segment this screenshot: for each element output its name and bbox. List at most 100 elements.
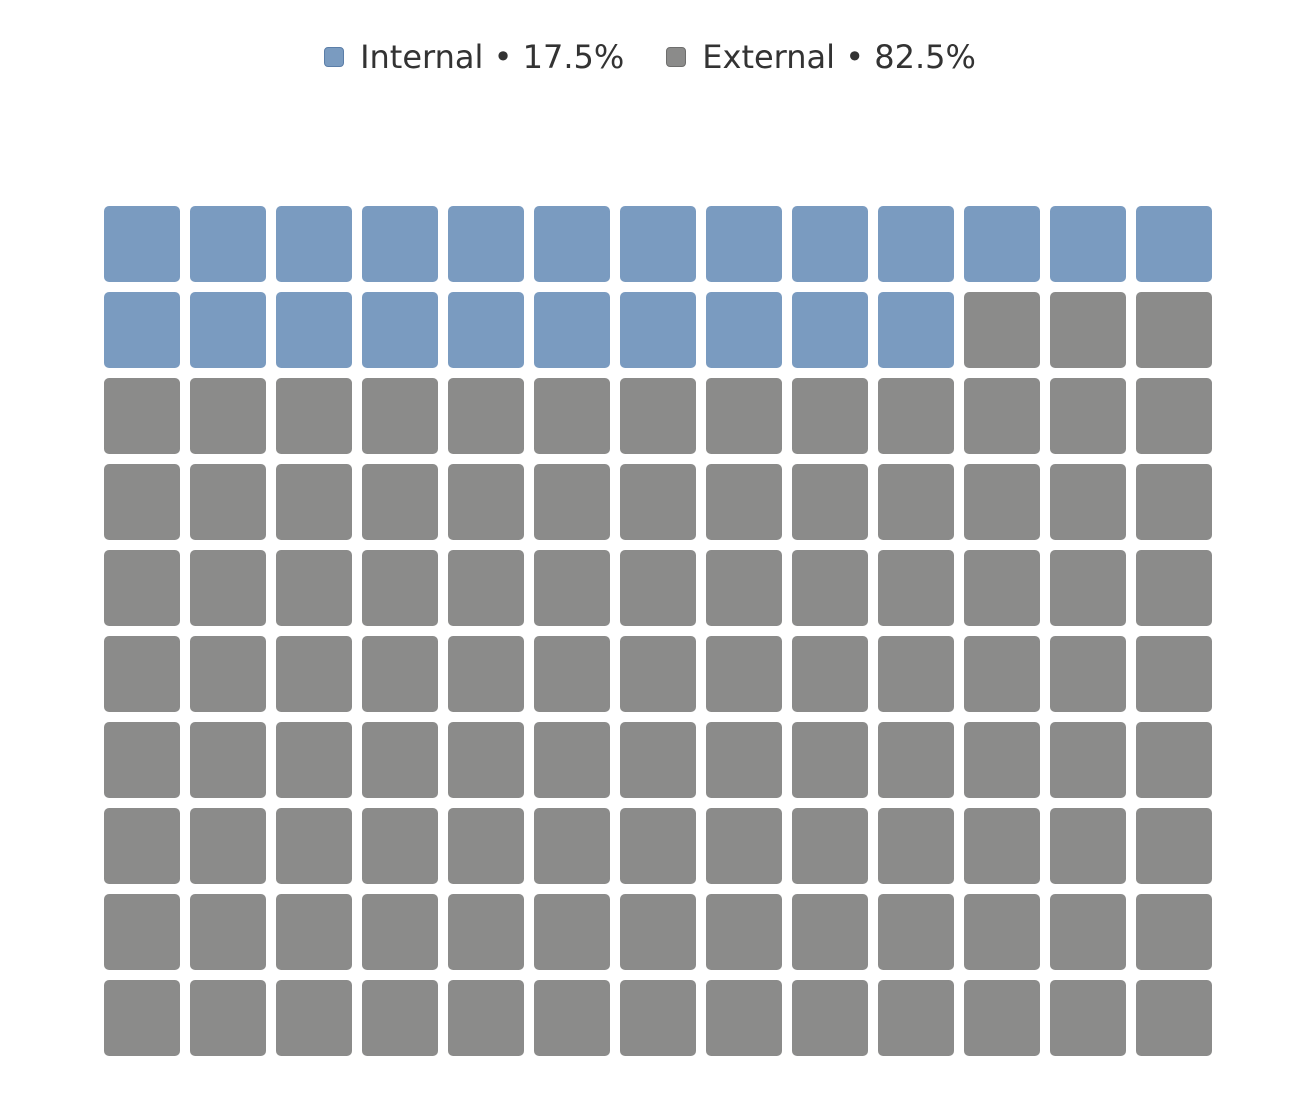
waffle-cell-external [620,722,696,798]
waffle-cell-external [620,808,696,884]
waffle-cell-internal [104,292,180,368]
waffle-cell-internal [534,206,610,282]
waffle-cell-external [362,894,438,970]
waffle-cell-external [620,464,696,540]
waffle-cell-internal [620,292,696,368]
waffle-cell-external [448,378,524,454]
waffle-cell-internal [1136,206,1212,282]
waffle-cell-internal [792,292,868,368]
waffle-cell-external [878,636,954,712]
waffle-cell-external [1050,894,1126,970]
waffle-cell-external [104,980,180,1056]
waffle-cell-external [792,894,868,970]
waffle-cell-external [276,980,352,1056]
waffle-cell-external [190,550,266,626]
waffle-cell-external [964,550,1040,626]
waffle-cell-external [1136,894,1212,970]
waffle-cell-external [362,464,438,540]
waffle-cell-external [104,808,180,884]
waffle-cell-internal [534,292,610,368]
waffle-cell-external [362,722,438,798]
waffle-cell-external [964,464,1040,540]
waffle-cell-internal [276,292,352,368]
waffle-cell-external [448,808,524,884]
waffle-cell-external [104,636,180,712]
waffle-cell-external [964,722,1040,798]
waffle-cell-external [1136,980,1212,1056]
waffle-cell-external [534,894,610,970]
waffle-cell-external [792,378,868,454]
waffle-cell-external [1050,980,1126,1056]
legend-swatch-external [666,47,687,67]
waffle-cell-external [448,980,524,1056]
waffle-cell-external [792,808,868,884]
waffle-cell-external [534,980,610,1056]
waffle-cell-external [276,464,352,540]
waffle-cell-external [706,464,782,540]
waffle-cell-external [104,722,180,798]
legend-item-internal[interactable]: Internal • 17.5% [324,41,624,73]
waffle-cell-external [448,894,524,970]
waffle-cell-external [964,636,1040,712]
waffle-cell-external [1136,808,1212,884]
waffle-cell-external [792,550,868,626]
legend-item-external[interactable]: External • 82.5% [666,41,976,73]
waffle-cell-external [534,378,610,454]
waffle-cell-external [878,808,954,884]
waffle-cell-external [448,464,524,540]
waffle-cell-external [1050,464,1126,540]
waffle-cell-external [276,722,352,798]
waffle-cell-external [1050,378,1126,454]
waffle-cell-external [964,292,1040,368]
legend-label-external: External • 82.5% [702,38,976,76]
waffle-cell-external [620,894,696,970]
waffle-cell-external [706,980,782,1056]
waffle-cell-external [878,378,954,454]
waffle-cell-internal [706,292,782,368]
waffle-cell-internal [706,206,782,282]
waffle-cell-internal [362,292,438,368]
waffle-cell-external [534,550,610,626]
waffle-cell-external [276,808,352,884]
waffle-cell-external [104,550,180,626]
waffle-cell-external [620,980,696,1056]
waffle-cell-internal [792,206,868,282]
waffle-cell-external [534,464,610,540]
waffle-cell-external [706,808,782,884]
waffle-cell-external [362,980,438,1056]
waffle-cell-internal [362,206,438,282]
waffle-cell-internal [1050,206,1126,282]
waffle-cell-external [1050,636,1126,712]
waffle-cell-external [276,550,352,626]
waffle-cell-external [1050,292,1126,368]
waffle-cell-external [534,808,610,884]
waffle-cell-external [792,980,868,1056]
waffle-cell-internal [448,292,524,368]
waffle-cell-external [1136,292,1212,368]
waffle-cell-internal [190,292,266,368]
waffle-cell-external [620,550,696,626]
waffle-cell-external [706,378,782,454]
waffle-cell-external [104,894,180,970]
waffle-cell-external [964,894,1040,970]
waffle-cell-external [276,378,352,454]
waffle-cell-external [104,378,180,454]
waffle-cell-external [878,722,954,798]
waffle-cell-external [1136,378,1212,454]
waffle-cell-internal [190,206,266,282]
waffle-cell-external [362,378,438,454]
legend-swatch-internal [324,47,345,67]
waffle-cell-external [190,722,266,798]
waffle-cell-internal [104,206,180,282]
waffle-cell-external [1136,722,1212,798]
waffle-cell-external [190,464,266,540]
waffle-cell-internal [964,206,1040,282]
waffle-cell-external [706,636,782,712]
waffle-cell-external [190,894,266,970]
waffle-cell-external [1136,550,1212,626]
waffle-cell-external [276,636,352,712]
waffle-cell-external [362,550,438,626]
waffle-cell-external [878,464,954,540]
waffle-cell-external [964,980,1040,1056]
waffle-cell-external [448,636,524,712]
